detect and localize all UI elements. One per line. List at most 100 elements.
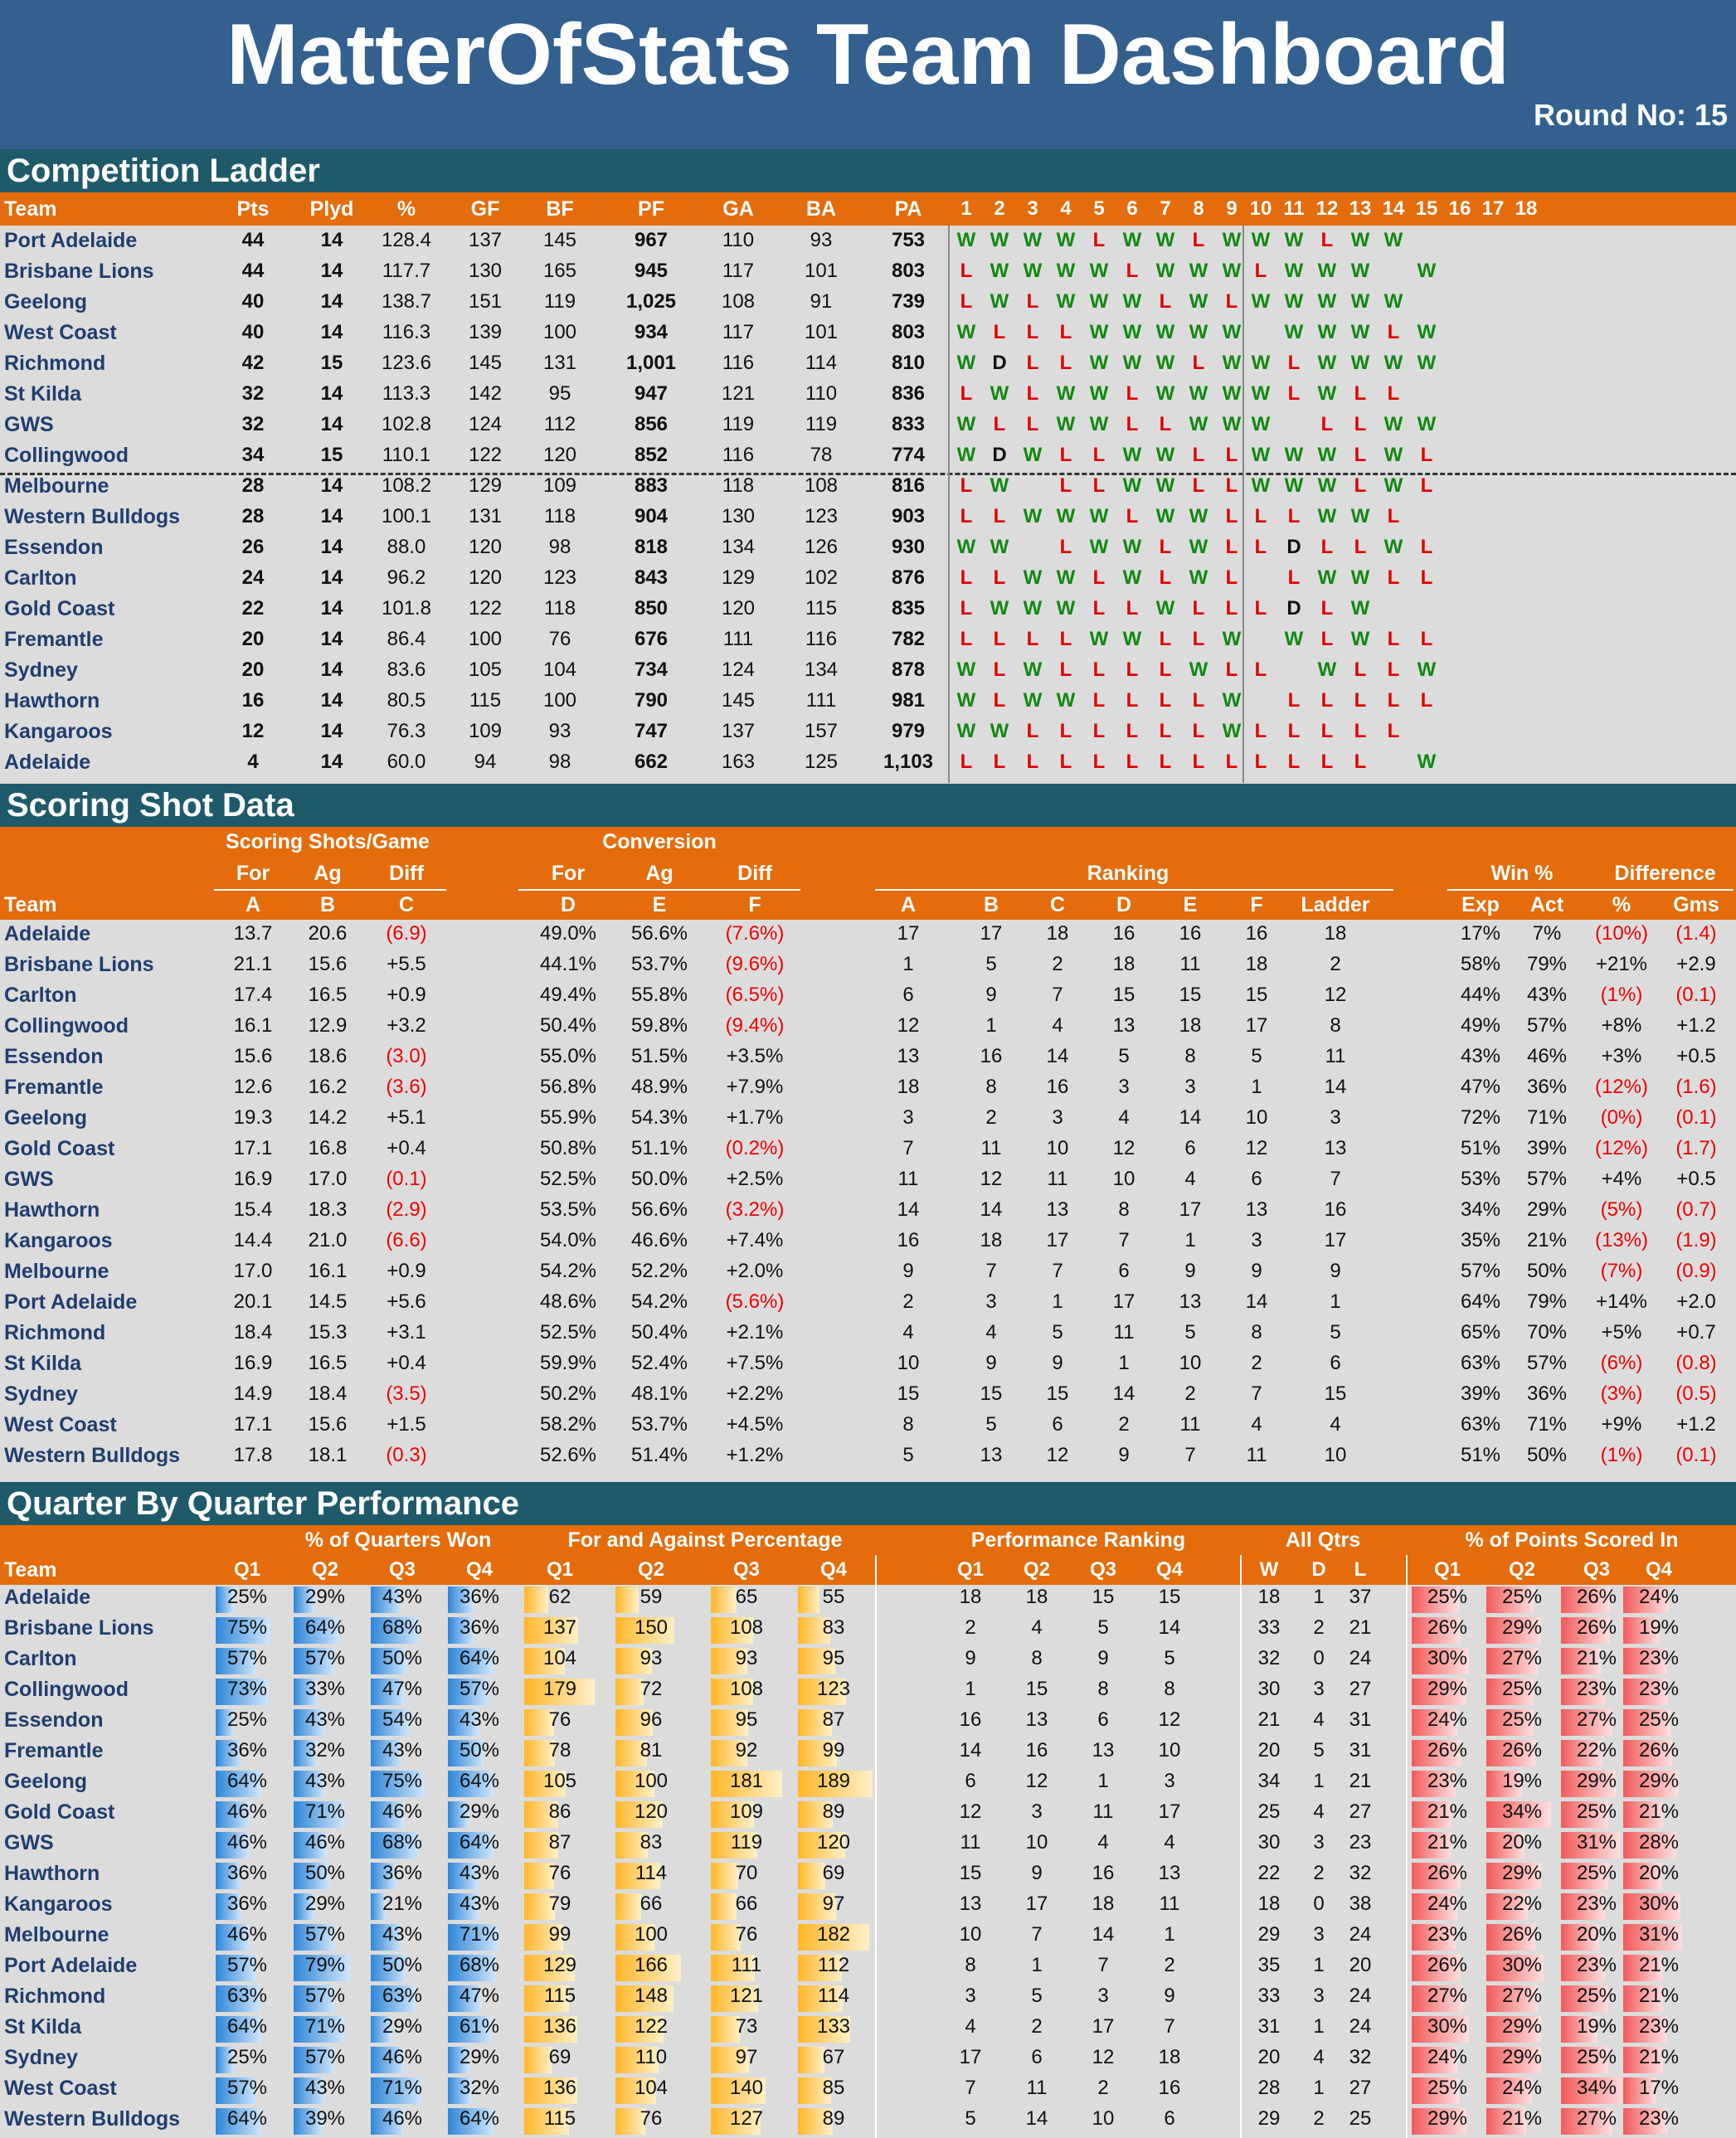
ladder-result: W	[1251, 229, 1271, 251]
ladder-result: W	[1023, 689, 1043, 712]
ladder-team-name: Hawthorn	[4, 689, 100, 712]
quarters-all-value: 32	[1349, 2046, 1372, 2068]
quarters-rank-value: 12	[959, 1800, 982, 1823]
ladder-pts: 44	[241, 229, 265, 251]
quarters-col-header: Q2	[311, 1558, 338, 1581]
ladder-result: W	[956, 658, 976, 681]
shots-rank: 5	[1184, 1321, 1196, 1344]
quarters-rank-value: 9	[1164, 1985, 1175, 2007]
quarters-won-bar	[448, 1955, 496, 1981]
quarters-points-bar	[1412, 1832, 1452, 1859]
quarters-points-bar	[1412, 2077, 1459, 2104]
ladder-pa: 833	[891, 413, 926, 435]
quarters-points-value: 26%	[1576, 1586, 1617, 1608]
ladder-result: L	[993, 658, 1006, 681]
quarters-points-bar	[1486, 1863, 1541, 1889]
ladder-result: W	[1122, 352, 1142, 374]
shots-value: (9.4%)	[725, 1014, 785, 1037]
quarters-points-value: 28%	[1638, 1831, 1680, 1854]
ladder-result: W	[1251, 290, 1271, 313]
ladder-pts: 44	[241, 260, 265, 282]
shots-rank: 8	[1118, 1198, 1130, 1221]
shots-value: +2.5%	[726, 1168, 784, 1190]
shots-win: (1%)	[1600, 1444, 1643, 1466]
ladder-result: L	[1126, 260, 1139, 282]
quarters-won-value: 29%	[304, 1893, 346, 1915]
shots-value: 14.2	[308, 1106, 348, 1129]
quarters-rank-value: 8	[1031, 1647, 1043, 1669]
ladder-pts: 42	[241, 352, 265, 374]
quarters-fa-bar	[524, 1924, 563, 1951]
quarters-rank-value: 17	[1025, 1893, 1048, 1915]
quarters-points-value: 23%	[1638, 1678, 1680, 1700]
shots-value: +0.4	[387, 1352, 426, 1374]
ladder-result: L	[1354, 474, 1367, 497]
quarters-rank-value: 16	[1025, 1739, 1048, 1761]
quarters-won-value: 21%	[382, 1893, 423, 1915]
quarters-fa-bar	[524, 1955, 575, 1981]
ladder-result: W	[1317, 505, 1337, 527]
quarters-all-value: 30	[1257, 1678, 1281, 1700]
quarters-all-value: 29	[1257, 1923, 1281, 1946]
ladder-result: W	[1023, 505, 1043, 527]
quarters-fa-value: 62	[548, 1586, 571, 1608]
ladder-pa: 903	[891, 505, 926, 527]
shots-sub-header: Act	[1529, 893, 1564, 916]
quarters-points-bar	[1486, 1617, 1541, 1644]
quarters-all-value: 24	[1349, 1647, 1372, 1669]
ladder-result: L	[1092, 751, 1106, 773]
quarters-fa-bar	[711, 1617, 753, 1644]
section-title-quarters: Quarter By Quarter Performance	[0, 1482, 1736, 1525]
quarters-points-value: 27%	[1427, 1985, 1468, 2007]
ladder-result: L	[1192, 352, 1205, 374]
shots-value: 54.3%	[630, 1106, 688, 1129]
ladder-result: W	[1417, 260, 1437, 282]
shots-rank: 15	[1324, 1382, 1347, 1405]
quarters-team-name: Adelaide	[4, 1586, 91, 1609]
quarters-points-bar	[1412, 2016, 1469, 2043]
quarters-won-bar	[371, 1586, 401, 1613]
shots-rank: 7	[902, 1137, 914, 1159]
shots-rank: 9	[1184, 1260, 1196, 1282]
quarters-won-bar	[448, 1740, 484, 1766]
quarters-fa-value: 89	[822, 1800, 845, 1823]
shots-win: 47%	[1460, 1076, 1501, 1098]
quarters-won-bar	[448, 2108, 494, 2135]
ladder-result: L	[1159, 413, 1172, 435]
quarters-fa-bar	[711, 2047, 749, 2073]
shots-rank: 7	[985, 1260, 997, 1282]
quarters-fa-value: 104	[542, 1647, 577, 1669]
quarters-fa-value: 189	[816, 1770, 851, 1792]
quarters-fa-value: 136	[542, 2015, 577, 2038]
quarters-won-value: 29%	[459, 2046, 500, 2068]
shots-rank: 9	[1118, 1444, 1130, 1466]
ladder-result: D	[1286, 597, 1301, 620]
shots-value: (9.6%)	[725, 953, 785, 975]
shots-value: 51.4%	[630, 1444, 688, 1466]
ladder-result: L	[1159, 658, 1172, 681]
quarters-won-bar	[294, 1709, 324, 1736]
ladder-pts: 34	[241, 444, 265, 466]
quarters-team-name: West Coast	[4, 2077, 117, 2100]
quarters-points-bar	[1623, 1955, 1663, 1981]
quarters-rank-value: 13	[1092, 1739, 1115, 1761]
quarters-won-value: 73%	[226, 1678, 268, 1700]
quarters-points-bar	[1623, 1648, 1667, 1674]
quarters-team-name: Richmond	[4, 1985, 106, 2008]
shots-rank: 14	[1046, 1045, 1069, 1067]
quarters-won-bar	[294, 1893, 314, 1920]
quarters-won-bar	[294, 1985, 334, 2012]
ladder-result: L	[1225, 566, 1238, 589]
quarters-fa-bar	[524, 1740, 555, 1766]
ladder-gf: 130	[468, 260, 503, 282]
quarters-fa-value: 127	[729, 2107, 764, 2130]
quarters-won-value: 57%	[304, 1647, 346, 1669]
ladder-result: L	[1320, 720, 1334, 742]
shots-team-name: Collingwood	[4, 1014, 129, 1037]
quarters-points-value: 21%	[1638, 1985, 1680, 2007]
ladder-result: L	[1059, 352, 1072, 374]
quarters-rank-value: 14	[1092, 1923, 1115, 1946]
shots-team-name: Melbourne	[4, 1260, 109, 1283]
shots-rank: 8	[1251, 1321, 1262, 1344]
shots-rank: 6	[1184, 1137, 1196, 1159]
